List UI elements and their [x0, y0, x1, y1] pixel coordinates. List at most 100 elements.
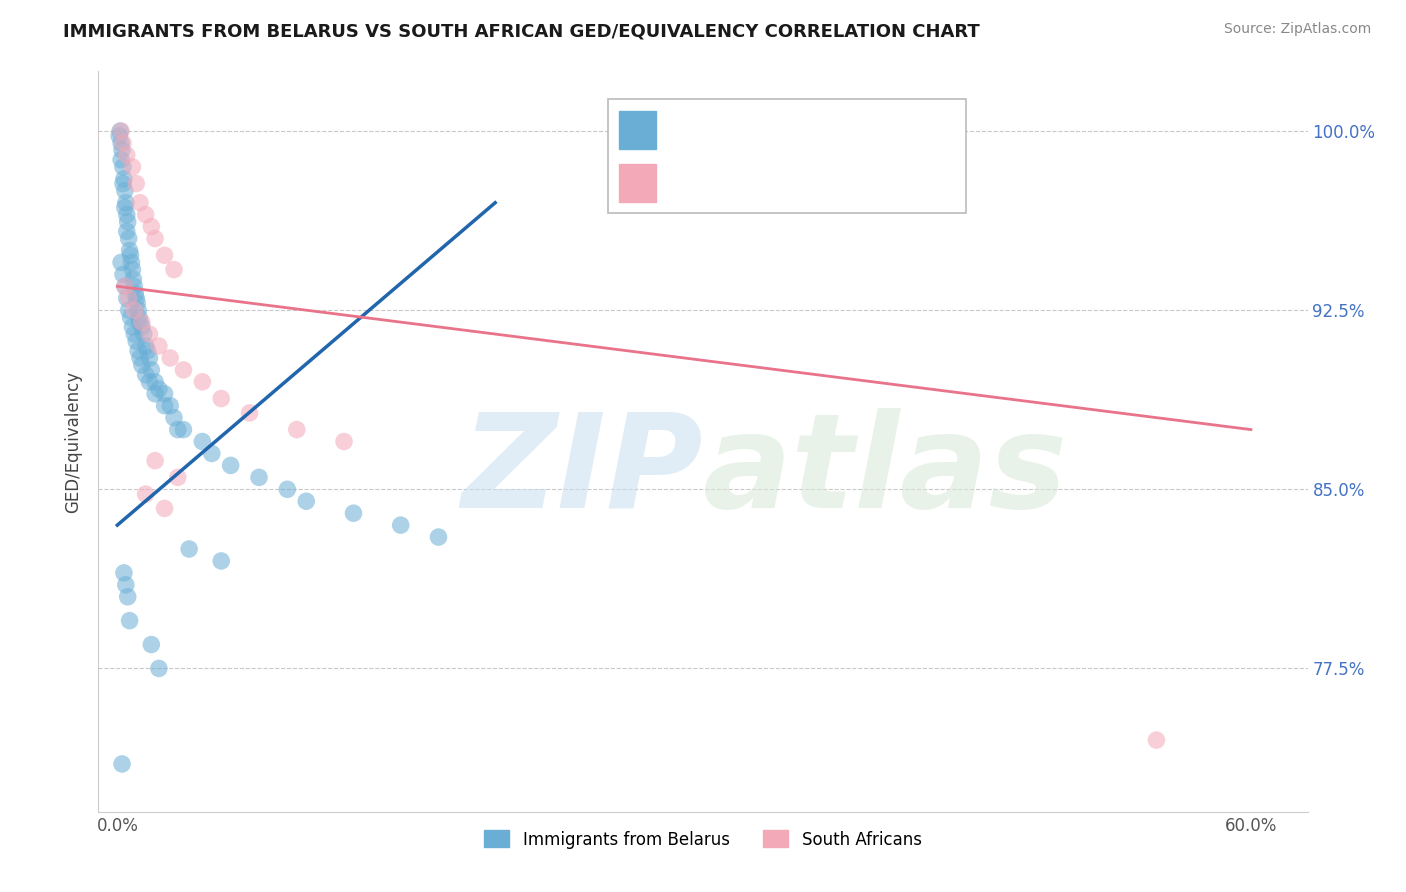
Bar	[619, 111, 655, 149]
Point	[166, 423, 188, 437]
Point	[110, 124, 132, 138]
Point	[389, 518, 412, 533]
Point	[111, 136, 134, 150]
Point	[219, 458, 242, 473]
Point	[118, 614, 141, 628]
Point	[111, 268, 134, 282]
Point	[124, 303, 146, 318]
Point	[117, 215, 139, 229]
Point	[285, 423, 308, 437]
Point	[153, 386, 176, 401]
Point	[118, 231, 141, 245]
Point	[131, 315, 153, 329]
Point	[143, 375, 166, 389]
Point	[138, 327, 160, 342]
Point	[276, 483, 298, 497]
Point	[136, 343, 159, 358]
Point	[172, 423, 194, 437]
Point	[120, 248, 142, 262]
Point	[125, 291, 148, 305]
Point	[166, 470, 188, 484]
Point	[117, 590, 139, 604]
Point	[295, 494, 318, 508]
Text: IMMIGRANTS FROM BELARUS VS SOUTH AFRICAN GED/EQUIVALENCY CORRELATION CHART: IMMIGRANTS FROM BELARUS VS SOUTH AFRICAN…	[63, 22, 980, 40]
Point	[159, 399, 181, 413]
Point	[128, 310, 150, 325]
Point	[108, 124, 131, 138]
Point	[118, 291, 141, 305]
Point	[141, 363, 163, 377]
Point	[201, 446, 224, 460]
Point	[110, 136, 132, 150]
Text: Source: ZipAtlas.com: Source: ZipAtlas.com	[1223, 22, 1371, 37]
Point	[121, 255, 143, 269]
FancyBboxPatch shape	[609, 99, 966, 213]
Point	[125, 177, 148, 191]
Point	[333, 434, 356, 449]
Point	[110, 153, 132, 167]
Point	[153, 399, 176, 413]
Point	[148, 339, 170, 353]
Point	[115, 148, 138, 162]
Point	[153, 248, 176, 262]
Point	[115, 208, 138, 222]
Point	[1144, 733, 1167, 747]
Point	[179, 541, 201, 556]
Text: atlas: atlas	[703, 408, 1069, 534]
Point	[342, 506, 364, 520]
Point	[114, 279, 136, 293]
Point	[163, 410, 186, 425]
Text: R = -0.117   N = 29: R = -0.117 N = 29	[666, 174, 859, 192]
Point	[127, 303, 149, 318]
Point	[118, 303, 141, 318]
Point	[121, 262, 143, 277]
Point	[239, 406, 262, 420]
Point	[129, 315, 152, 329]
Point	[125, 334, 148, 349]
Point	[159, 351, 181, 365]
Point	[111, 160, 134, 174]
Point	[191, 375, 214, 389]
Point	[247, 470, 270, 484]
Point	[209, 392, 232, 406]
Point	[153, 501, 176, 516]
Point	[143, 453, 166, 467]
Point	[110, 255, 132, 269]
Point	[138, 375, 160, 389]
Point	[427, 530, 450, 544]
Point	[111, 143, 134, 157]
Point	[108, 128, 131, 143]
Point	[129, 195, 152, 210]
Point	[127, 296, 149, 310]
Point	[122, 272, 145, 286]
Point	[114, 279, 136, 293]
Point	[111, 177, 134, 191]
Point	[114, 201, 136, 215]
Point	[135, 368, 157, 382]
Point	[129, 351, 152, 365]
Point	[135, 339, 157, 353]
Point	[148, 382, 170, 396]
Point	[127, 343, 149, 358]
Text: ZIP: ZIP	[461, 408, 703, 534]
Text: R = 0.207   N = 74: R = 0.207 N = 74	[666, 121, 851, 139]
Point	[131, 358, 153, 372]
Point	[138, 351, 160, 365]
Point	[112, 171, 135, 186]
Point	[132, 327, 155, 342]
Point	[172, 363, 194, 377]
Point	[121, 319, 143, 334]
Point	[124, 279, 146, 293]
Bar	[619, 164, 655, 202]
Point	[141, 219, 163, 234]
Point	[114, 184, 136, 198]
Point	[163, 262, 186, 277]
Point	[115, 224, 138, 238]
Point	[124, 286, 146, 301]
Point	[143, 386, 166, 401]
Point	[120, 310, 142, 325]
Point	[143, 231, 166, 245]
Point	[121, 160, 143, 174]
Point	[112, 566, 135, 580]
Point	[191, 434, 214, 449]
